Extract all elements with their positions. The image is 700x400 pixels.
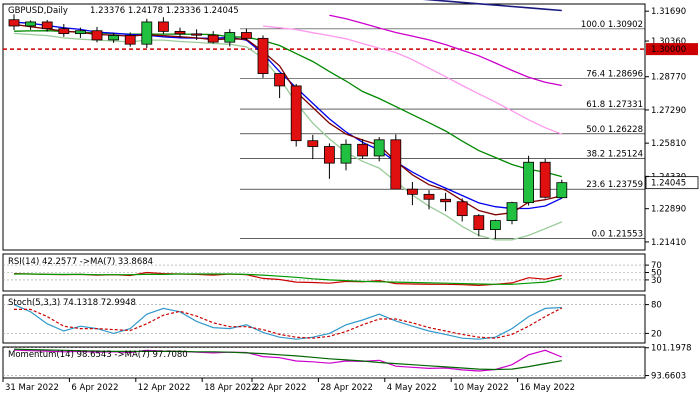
indicator-2-tick-label-1: 20 (651, 329, 662, 339)
candle-body-17 (290, 85, 302, 142)
price-tick-label-1: 1.30360 (651, 37, 686, 47)
indicator-1-series-line-2 (14, 273, 562, 285)
date-label-7: 10 May 2022 (453, 383, 508, 393)
candle-body-0 (8, 19, 20, 27)
candle-body-21 (357, 143, 369, 157)
indicator-2-series-line-2 (14, 307, 563, 339)
fib-label-3: 50.0 1.26228 (586, 125, 643, 135)
indicator-1-tick-label-0: 70 (651, 261, 662, 271)
chart-title: GBPUSD,Daily (8, 6, 68, 16)
candle-body-13 (224, 32, 236, 43)
fib-label-2: 61.8 1.27331 (586, 100, 643, 110)
indicator-3-tick-label-0: 101.1978 (651, 344, 692, 354)
candle-body-20 (340, 143, 352, 164)
candle-body-1 (25, 21, 37, 27)
indicator-2-title: Stoch(5,3,3) 74.1318 72.9948 (8, 298, 136, 308)
candle-body-32 (539, 161, 551, 198)
chart-ohlc-values: 1.23376 1.24178 1.23336 1.24045 (90, 6, 239, 16)
candle-body-29 (489, 220, 501, 230)
date-label-0: 31 Mar 2022 (5, 383, 59, 393)
candle-body-8 (141, 21, 153, 45)
date-label-6: 4 May 2022 (387, 383, 437, 393)
price-tick-label-6: 1.22890 (651, 205, 686, 215)
horizontal-level-tag-label: 1.30000 (651, 45, 686, 55)
moving-average-line-1 (422, 0, 562, 12)
fib-label-1: 76.4 1.28696 (586, 69, 643, 79)
indicator-1-title: RSI(14) 42.2577 ->MA(7) 33.8684 (8, 257, 153, 267)
candle-body-31 (523, 161, 534, 204)
candle-body-10 (174, 30, 186, 35)
candle-body-23 (390, 139, 402, 190)
moving-average-line-6 (13, 23, 562, 216)
indicator-3-title: Momentum(14) 98.6543 ->MA(7) 97.7080 (8, 350, 188, 360)
candle-body-24 (406, 188, 418, 195)
indicator-3-tick-label-1: 93.6603 (651, 372, 686, 382)
indicator-1-tick-label-2: 30 (651, 276, 662, 286)
candle-body-15 (257, 37, 269, 74)
fib-label-4: 38.2 1.25124 (586, 150, 643, 160)
candle-body-4 (75, 30, 86, 35)
horizontal-level-tag (646, 43, 698, 56)
moving-average-line-2 (329, 14, 562, 87)
indicator-3-series-line-2 (13, 348, 562, 371)
candle-body-6 (108, 35, 119, 41)
candle-body-18 (307, 140, 319, 147)
candle-body-26 (440, 198, 452, 203)
candle-body-25 (423, 193, 435, 200)
candle-body-2 (41, 21, 53, 30)
main-pane-frame (2, 3, 646, 251)
indicator-2-tick-label-0: 80 (651, 301, 662, 311)
date-label-4: 22 Apr 2022 (254, 383, 307, 393)
candle-body-27 (456, 201, 468, 217)
candle-body-28 (473, 215, 485, 230)
price-tick-label-0: 1.31690 (651, 7, 686, 17)
candle-body-11 (191, 33, 203, 36)
candle-body-14 (240, 32, 252, 39)
fib-label-6: 0.0 1.21553 (592, 230, 643, 240)
date-label-8: 16 May 2022 (520, 383, 575, 393)
candle-body-5 (91, 30, 103, 41)
candle-body-16 (274, 73, 286, 87)
fib-label-0: 100.0 1.30902 (581, 20, 643, 30)
current-price-tag (645, 176, 699, 190)
candle-body-30 (506, 202, 518, 221)
indicator-3-series-line-1 (13, 349, 563, 372)
date-label-1: 6 Apr 2022 (71, 383, 118, 393)
fib-label-5: 23.6 1.23759 (586, 180, 643, 190)
moving-average-line-7 (13, 32, 563, 241)
date-label-2: 12 Apr 2022 (138, 383, 191, 393)
date-label-5: 28 Apr 2022 (320, 383, 373, 393)
candle-body-3 (58, 28, 70, 35)
date-label-3: 18 Apr 2022 (204, 383, 257, 393)
candle-body-19 (323, 146, 335, 164)
moving-average-line-3 (262, 25, 563, 135)
indicator-1-tick-label-1: 50 (651, 269, 662, 279)
candle-body-9 (157, 21, 169, 32)
candle-body-33 (556, 182, 568, 199)
price-tick-label-3: 1.27290 (651, 106, 686, 116)
candle-body-22 (373, 139, 385, 157)
candle-body-7 (124, 35, 136, 45)
indicator-2-series-line-1 (13, 304, 562, 340)
current-price-tag-label: 1.24045 (651, 179, 686, 189)
price-tick-label-4: 1.25810 (651, 139, 686, 149)
price-tick-label-2: 1.28770 (651, 73, 686, 83)
price-tick-label-7: 1.21410 (651, 238, 686, 248)
candle-body-12 (207, 34, 219, 43)
